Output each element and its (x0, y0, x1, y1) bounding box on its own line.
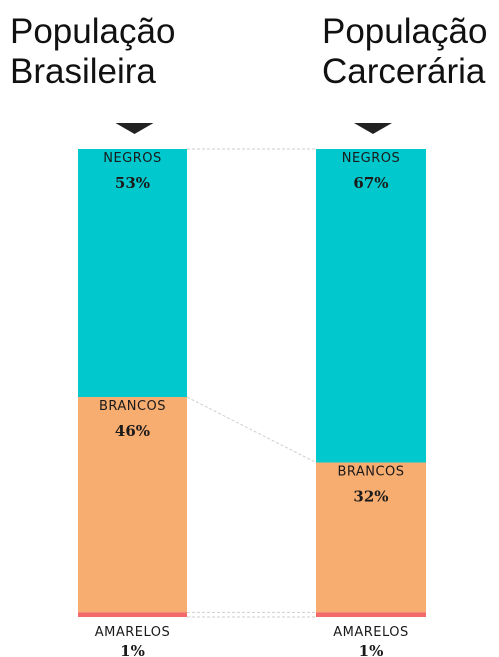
segment-label-amarelos-brasileira: AMARELOS (95, 625, 171, 640)
bar-segment-brancos-carceraria (316, 462, 426, 613)
segment-value-brancos-brasileira: 46% (115, 422, 150, 440)
segment-value-negros-carceraria: 67% (353, 174, 388, 192)
segment-label-amarelos-carceraria: AMARELOS (333, 625, 409, 640)
bar-segment-amarelos-carceraria (316, 612, 426, 617)
down-arrow-icon-brasileira (115, 123, 154, 134)
segment-label-brancos-carceraria: BRANCOS (337, 465, 404, 480)
segment-value-brancos-carceraria: 32% (353, 488, 388, 506)
connector-negros-brancos (186, 396, 317, 464)
down-arrow-icon-carceraria (354, 123, 392, 134)
segment-value-negros-brasileira: 53% (115, 174, 150, 192)
column-title-populacao-brasileira: População Brasileira (10, 12, 176, 91)
column-title-populacao-carceraria: População Carcerária (322, 12, 488, 91)
segment-value-amarelos-carceraria: 1% (359, 642, 384, 657)
segment-label-negros-brasileira: NEGROS (103, 151, 162, 166)
bar-segment-amarelos-brasileira (78, 612, 187, 617)
segment-label-brancos-brasileira: BRANCOS (99, 399, 166, 414)
bar-segment-negros-brasileira (78, 149, 187, 398)
bar-segment-brancos-brasileira (78, 397, 187, 613)
segment-value-amarelos-brasileira: 1% (120, 642, 145, 657)
bar-segment-negros-carceraria (316, 149, 426, 463)
segment-label-negros-carceraria: NEGROS (342, 151, 401, 166)
